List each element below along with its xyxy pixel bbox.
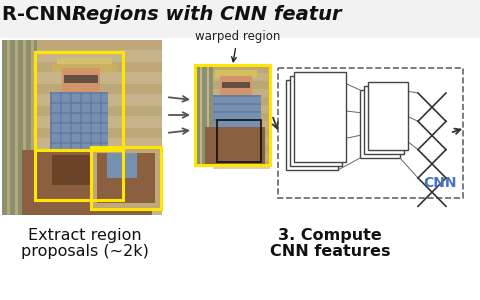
Bar [50,92,108,94]
Text: Extract region: Extract region [28,228,142,243]
Bar [22,150,152,215]
Bar [37,106,162,116]
Bar [50,132,108,134]
Bar [294,72,346,162]
Bar [213,97,270,105]
Bar [35,52,123,200]
Bar [290,76,342,166]
Bar [205,127,265,165]
Bar [213,129,270,137]
Bar [213,119,261,121]
Bar [209,65,214,165]
Bar [26,40,31,215]
Bar [195,65,270,165]
Text: R-CNN:: R-CNN: [2,5,86,24]
Bar [364,86,404,154]
Bar [37,40,162,215]
Bar [37,194,162,204]
Bar [213,113,270,121]
Bar [37,150,162,160]
Bar [213,65,270,73]
Bar [2,40,162,215]
Bar [37,172,162,182]
Bar [202,65,207,165]
Bar [37,128,162,138]
Bar [91,147,161,209]
Bar [35,52,123,150]
Bar [50,152,108,154]
Bar [360,90,400,158]
Text: 3. Compute: 3. Compute [278,228,382,243]
Bar [213,111,261,112]
Bar [37,84,162,94]
Bar [213,95,261,97]
Bar [52,155,117,185]
Bar [213,161,270,169]
Bar [64,75,98,83]
Bar [213,95,261,133]
Bar [90,92,92,157]
Bar [50,142,108,144]
Bar [213,145,270,153]
Bar [92,148,160,208]
Bar [222,82,250,88]
Bar [213,81,270,89]
Bar [34,40,39,215]
Bar [50,122,108,124]
Bar [50,92,108,157]
Bar [37,62,162,72]
Bar [107,153,137,178]
Bar [62,68,100,96]
Bar [52,64,117,72]
Bar [10,40,15,215]
Bar [97,153,155,203]
Bar [368,82,408,150]
Bar [50,102,108,104]
Bar [195,65,270,165]
Bar [278,68,463,198]
Bar [2,40,7,215]
Bar [220,76,252,96]
Text: Regions with CNN featur: Regions with CNN featur [72,5,342,24]
Bar [18,40,23,215]
Bar [57,58,112,68]
Text: CNN: CNN [423,176,457,190]
Bar [0,0,480,38]
Bar [37,40,162,50]
Bar [213,127,261,128]
Bar [195,65,200,165]
Bar [213,103,261,104]
Text: proposals (~2k): proposals (~2k) [21,244,149,259]
Bar [80,92,82,157]
Bar [215,70,257,78]
Bar [286,80,338,170]
Bar [213,65,270,165]
Text: warped region: warped region [195,30,280,62]
Bar [217,120,261,162]
Text: CNN features: CNN features [270,244,390,259]
Bar [100,92,102,157]
Bar [70,92,72,157]
Bar [60,92,62,157]
Bar [50,92,52,157]
Bar [50,112,108,114]
